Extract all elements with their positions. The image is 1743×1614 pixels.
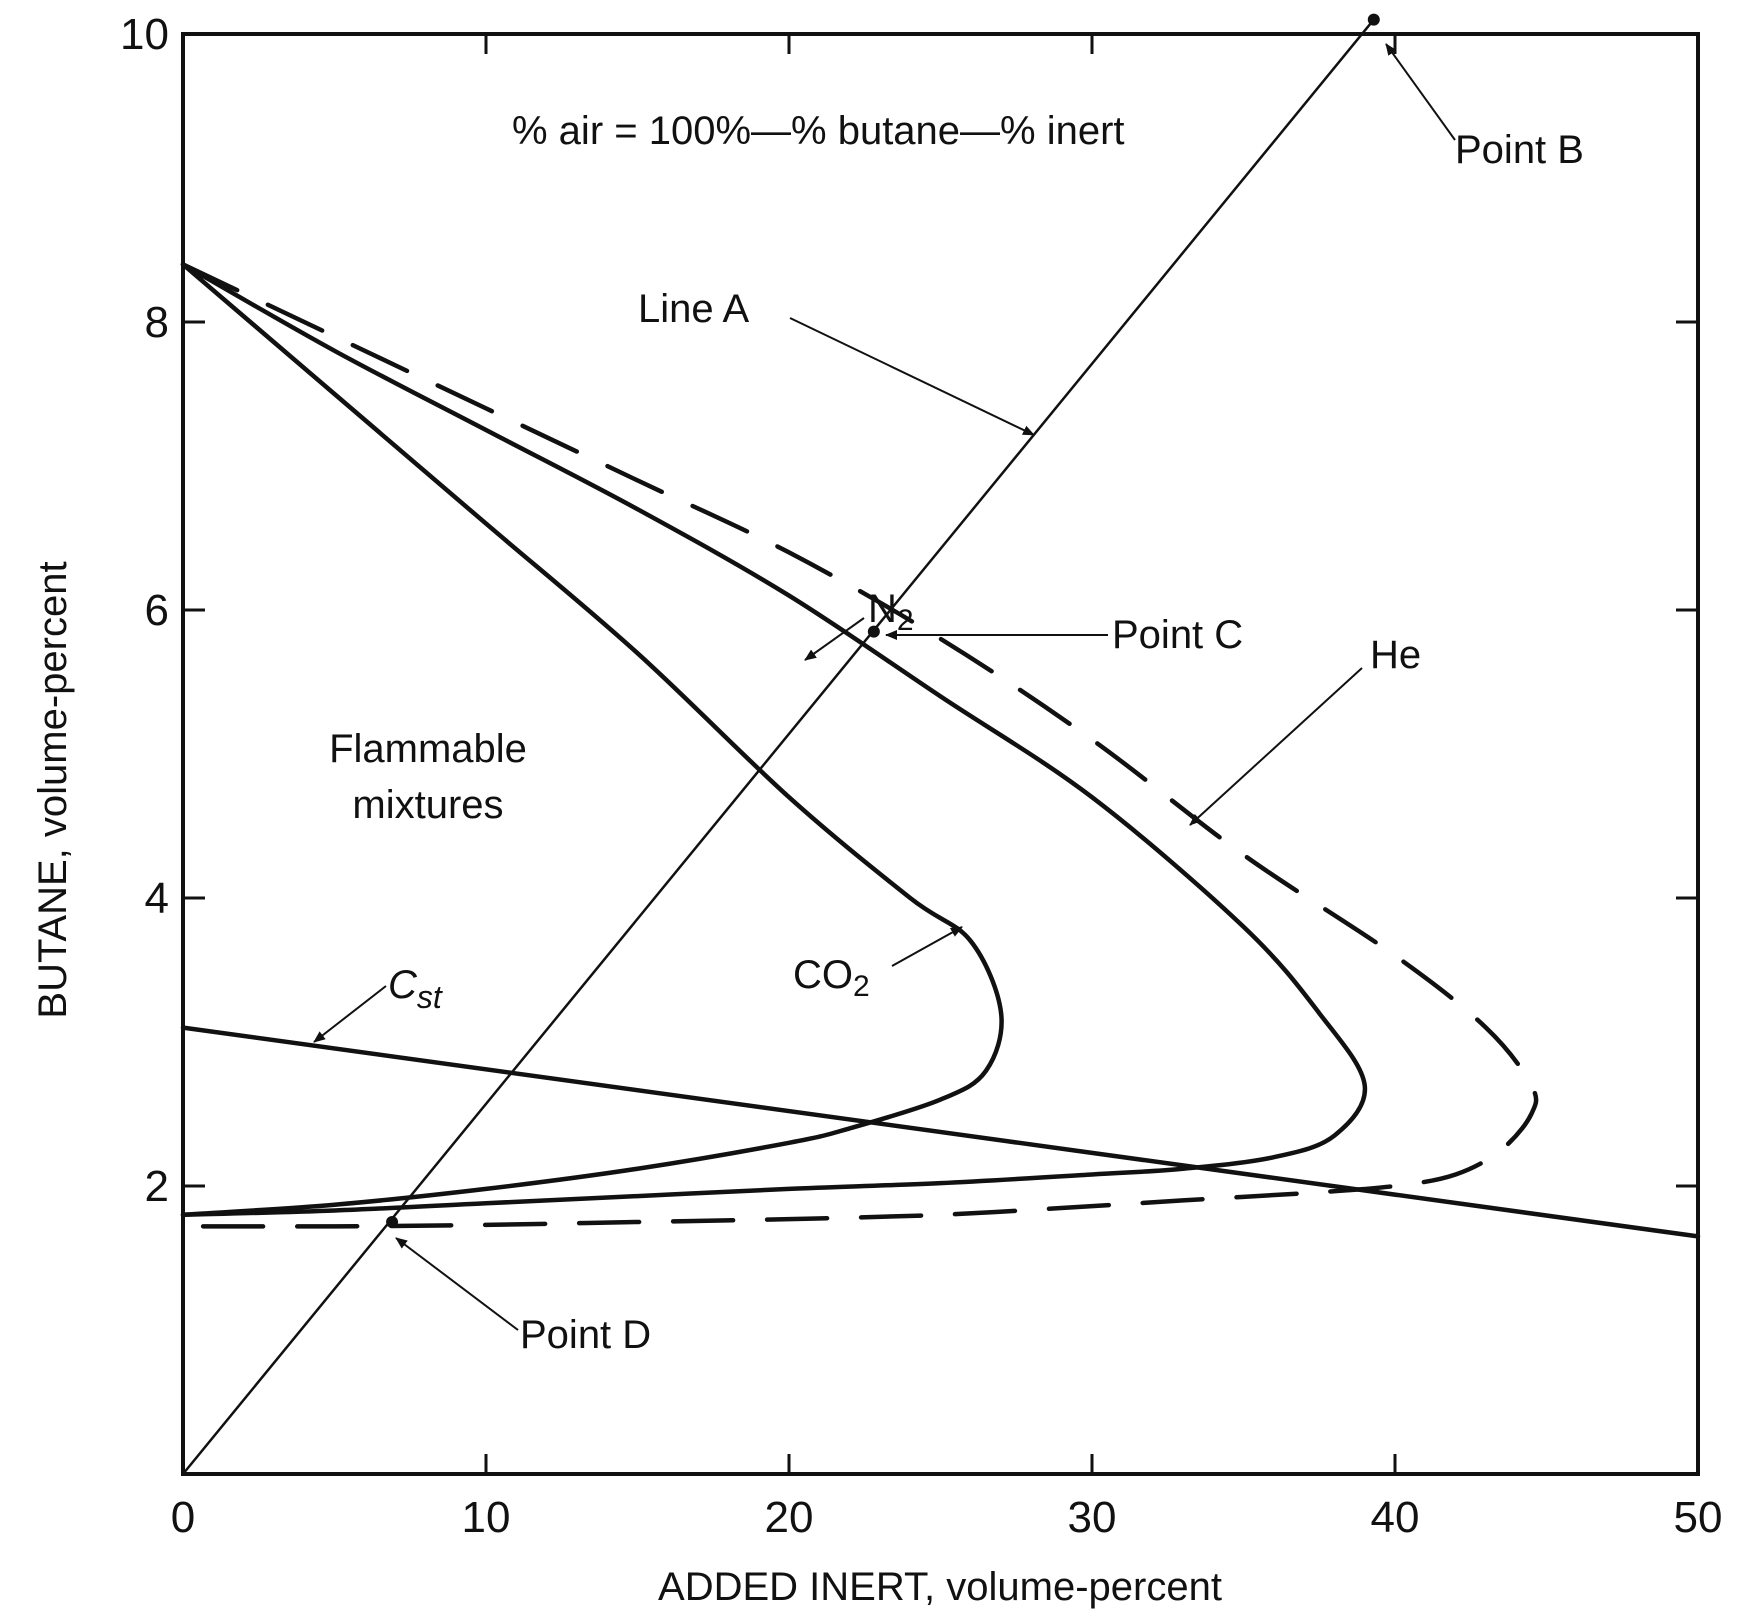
- point-b-leader: [1385, 43, 1456, 141]
- x-axis-tick-labels: 0 10 20 30 40 50: [171, 1493, 1723, 1542]
- y-axis-tick-labels: 2 4 6 8 10: [120, 10, 169, 1211]
- x-axis-title: ADDED INERT, volume-percent: [658, 1565, 1222, 1609]
- point-c-marker: [867, 625, 880, 638]
- cst-leader: [313, 985, 387, 1043]
- point-d-leader: [395, 1237, 519, 1331]
- y-axis-title: BUTANE, volume-percent: [31, 561, 75, 1018]
- y-tick-label: 2: [145, 1162, 169, 1211]
- y-axis-ticks: [183, 32, 1698, 1188]
- points-layer: [386, 13, 1380, 1228]
- point-d-label: Point D: [520, 1313, 651, 1357]
- y-tick-label: 10: [120, 10, 169, 59]
- plot-frame: [181, 32, 1700, 1476]
- line-a-label: Line A: [638, 287, 750, 331]
- series-n2-line: [180, 262, 1368, 1218]
- n2-label: N2: [868, 587, 914, 637]
- co2-leader: [891, 926, 963, 967]
- cst-label: Cst: [388, 963, 443, 1015]
- point-b-label: Point B: [1455, 128, 1584, 172]
- annotations: % air = 100%—% butane—% inert Flammable …: [313, 43, 1584, 1357]
- series-he-line: [180, 262, 1539, 1229]
- point-c-label: Point C: [1112, 613, 1243, 657]
- he-leader: [1189, 667, 1363, 826]
- x-tick-label: 30: [1068, 1493, 1117, 1542]
- series-c-st-line: [180, 1025, 1701, 1239]
- he-label: He: [1370, 633, 1421, 677]
- region-label-line-2: mixtures: [352, 783, 503, 827]
- point-b-marker: [1367, 13, 1380, 26]
- region-label-line-1: Flammable: [329, 727, 527, 771]
- x-tick-label: 20: [765, 1493, 814, 1542]
- n2-leader: [804, 617, 865, 661]
- point-d-marker: [386, 1216, 399, 1228]
- series-co2-line: [180, 262, 1004, 1218]
- x-tick-label: 0: [171, 1493, 195, 1542]
- line-a-leader: [789, 317, 1035, 436]
- co2-label: CO2: [793, 953, 870, 1003]
- x-tick-label: 10: [462, 1493, 511, 1542]
- y-tick-label: 6: [145, 586, 169, 635]
- series-layer: [180, 18, 1701, 1476]
- x-tick-label: 50: [1674, 1493, 1723, 1542]
- series-line-a-line: [181, 18, 1376, 1476]
- x-tick-label: 40: [1371, 1493, 1420, 1542]
- y-tick-label: 8: [145, 298, 169, 347]
- equation-annotation: % air = 100%—% butane—% inert: [512, 109, 1125, 153]
- y-tick-label: 4: [145, 874, 169, 923]
